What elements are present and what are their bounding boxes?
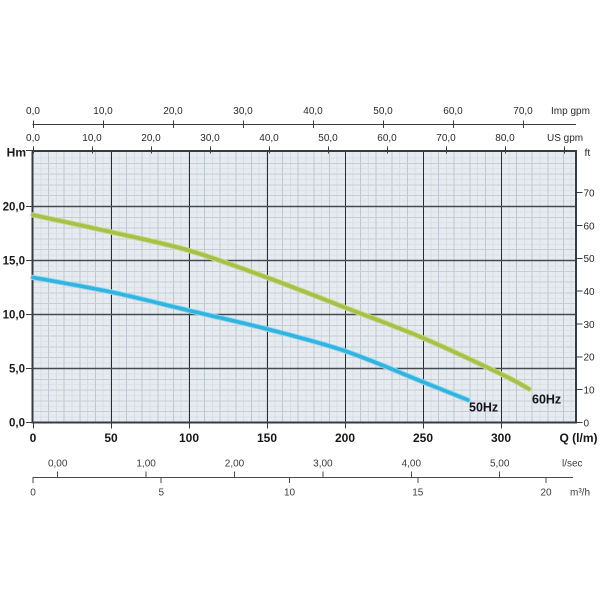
svg-text:10,0: 10,0 [82,133,102,144]
svg-text:10,0: 10,0 [3,310,25,322]
svg-text:30,0: 30,0 [233,106,253,117]
svg-text:15,0: 15,0 [3,256,25,268]
svg-text:0: 0 [30,431,37,445]
svg-text:10,0: 10,0 [93,106,113,117]
svg-text:50: 50 [584,254,596,265]
svg-text:250: 250 [413,431,433,445]
svg-text:2,00: 2,00 [225,459,245,470]
svg-text:20,0: 20,0 [163,106,183,117]
svg-text:Hm: Hm [7,146,26,160]
svg-text:50,0: 50,0 [318,133,338,144]
svg-text:60,0: 60,0 [377,133,397,144]
svg-text:1,00: 1,00 [136,459,156,470]
svg-text:5: 5 [158,488,164,499]
svg-text:40,0: 40,0 [259,133,279,144]
svg-text:200: 200 [335,431,355,445]
svg-text:ft: ft [585,147,591,159]
svg-text:70,0: 70,0 [436,133,456,144]
svg-text:l/sec: l/sec [562,459,583,470]
svg-text:Q (l/m): Q (l/m) [560,431,598,445]
svg-text:20: 20 [540,488,552,499]
svg-text:300: 300 [491,431,511,445]
svg-text:10: 10 [284,488,296,499]
svg-text:50Hz: 50Hz [469,401,498,415]
svg-text:15: 15 [412,488,424,499]
svg-text:70: 70 [584,188,596,199]
svg-text:50,0: 50,0 [373,106,393,117]
svg-text:3,00: 3,00 [313,459,333,470]
svg-text:60,0: 60,0 [443,106,463,117]
svg-text:30,0: 30,0 [200,133,220,144]
svg-text:60: 60 [584,221,596,232]
svg-text:5,0: 5,0 [9,364,25,376]
svg-text:0,0: 0,0 [9,418,25,430]
svg-text:40,0: 40,0 [303,106,323,117]
svg-text:US gpm: US gpm [547,133,583,144]
svg-text:0,0: 0,0 [26,133,40,144]
svg-text:20: 20 [584,353,596,364]
svg-text:4,00: 4,00 [402,459,422,470]
svg-text:0,00: 0,00 [48,459,68,470]
svg-text:Imp gpm: Imp gpm [551,106,590,117]
svg-text:0: 0 [30,488,36,499]
svg-text:20,0: 20,0 [3,202,25,214]
svg-text:40: 40 [584,287,596,298]
svg-text:150: 150 [257,431,277,445]
svg-text:30: 30 [584,320,596,331]
svg-text:60Hz: 60Hz [532,393,561,407]
svg-text:5,00: 5,00 [490,459,510,470]
svg-text:m³/h: m³/h [570,488,590,499]
svg-text:100: 100 [179,431,199,445]
svg-text:80,0: 80,0 [495,133,515,144]
svg-text:70,0: 70,0 [513,106,533,117]
svg-text:20,0: 20,0 [141,133,161,144]
svg-text:0,0: 0,0 [26,106,40,117]
svg-text:10: 10 [584,385,596,396]
svg-text:0: 0 [584,418,590,429]
svg-text:50: 50 [104,431,118,445]
